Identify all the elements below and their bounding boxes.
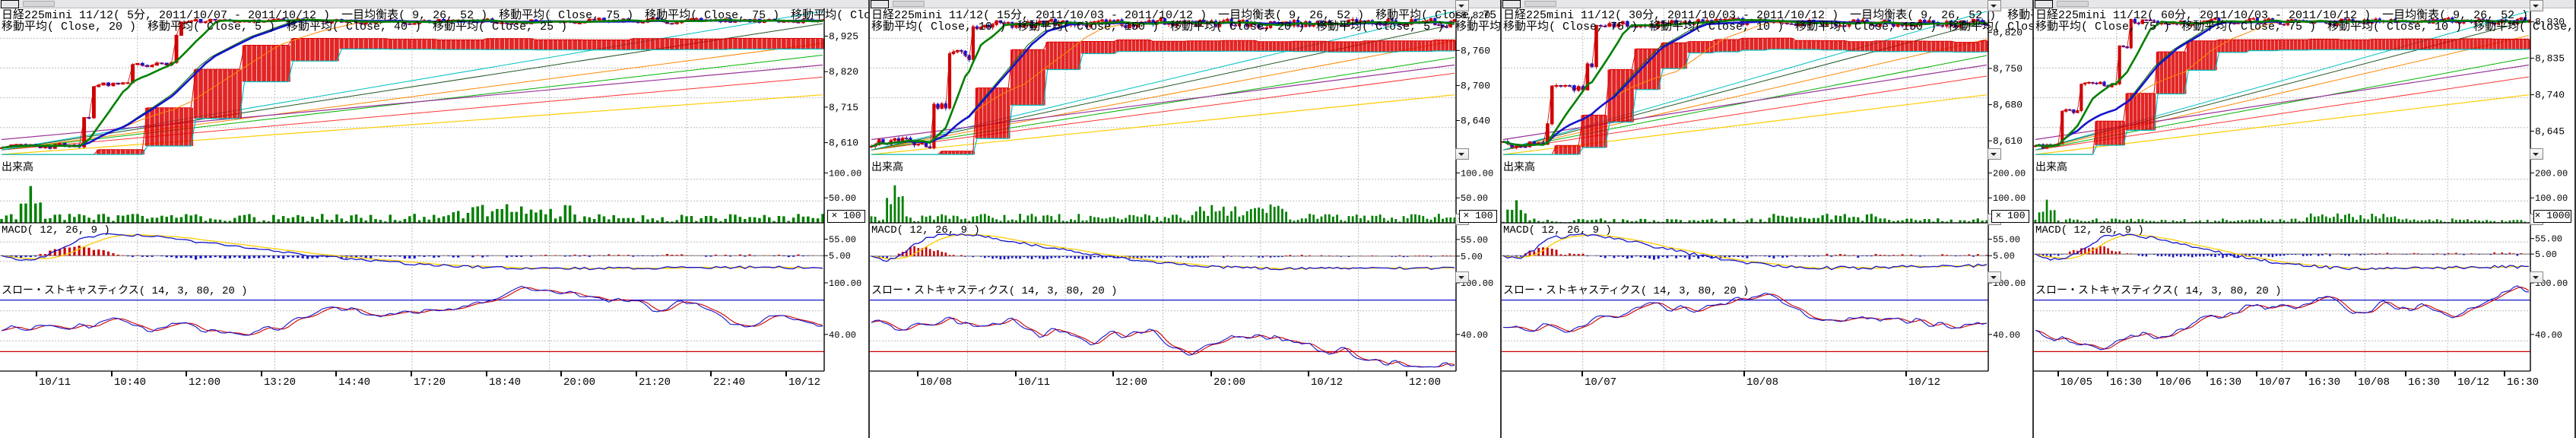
svg-text:8,610: 8,610 (1993, 135, 2022, 147)
svg-text:100.00: 100.00 (1993, 193, 2026, 204)
svg-text:8,760: 8,760 (1461, 45, 1490, 56)
svg-text:100.00: 100.00 (829, 278, 861, 289)
svg-text:8,645: 8,645 (2535, 126, 2565, 138)
svg-text:50.00: 50.00 (829, 193, 856, 204)
svg-text:5.00: 5.00 (829, 251, 851, 262)
svg-text:5.00: 5.00 (1461, 252, 1483, 262)
svg-text:55.00: 55.00 (2535, 234, 2562, 245)
svg-text:50.00: 50.00 (1461, 193, 1488, 204)
svg-text:200.00: 200.00 (2535, 168, 2568, 179)
svg-text:100.00: 100.00 (1461, 168, 1493, 179)
svg-text:40.00: 40.00 (1461, 330, 1488, 341)
svg-text:8,750: 8,750 (1993, 63, 2022, 75)
svg-text:8,835: 8,835 (2535, 53, 2565, 65)
svg-text:8,700: 8,700 (1461, 80, 1490, 91)
svg-text:55.00: 55.00 (1461, 235, 1488, 246)
svg-text:8,820: 8,820 (1993, 27, 2022, 38)
svg-text:8,820: 8,820 (829, 66, 858, 78)
svg-text:8,680: 8,680 (1993, 100, 2022, 111)
svg-text:55.00: 55.00 (829, 235, 856, 246)
svg-text:40.00: 40.00 (829, 330, 856, 341)
svg-text:8,820: 8,820 (1461, 10, 1490, 21)
svg-text:55.00: 55.00 (1993, 235, 2020, 246)
svg-text:5.00: 5.00 (2535, 249, 2557, 260)
svg-text:8,610: 8,610 (829, 138, 858, 149)
svg-text:8,930: 8,930 (2535, 17, 2565, 28)
svg-text:100.00: 100.00 (2535, 193, 2568, 204)
svg-text:8,715: 8,715 (829, 102, 858, 113)
svg-text:100.00: 100.00 (829, 168, 861, 179)
svg-text:200.00: 200.00 (1993, 168, 2026, 179)
svg-text:40.00: 40.00 (2535, 330, 2562, 341)
svg-text:8,640: 8,640 (1461, 116, 1490, 127)
svg-text:8,740: 8,740 (2535, 90, 2565, 101)
svg-text:40.00: 40.00 (1993, 330, 2020, 341)
svg-text:8,925: 8,925 (829, 31, 858, 43)
svg-text:5.00: 5.00 (1993, 251, 2015, 262)
